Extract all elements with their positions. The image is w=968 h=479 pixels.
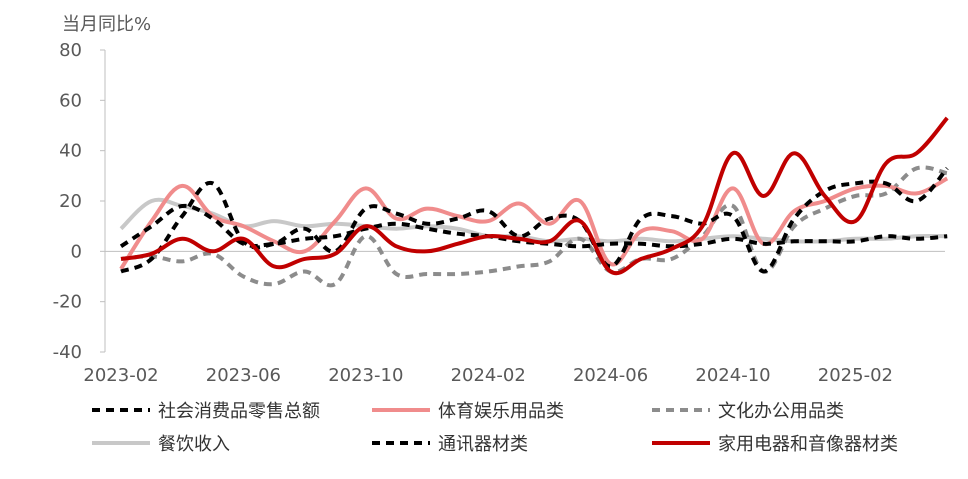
series-line-2	[120, 165, 948, 288]
legend-label-5: 家用电器和音像器材类	[718, 434, 898, 455]
y-axis-label: 当月同比%	[62, 14, 151, 35]
x-tick-label: 2025-02	[818, 365, 893, 386]
y-tick-label: 60	[59, 90, 82, 111]
y-tick-label: 0	[71, 241, 82, 262]
x-tick-label: 2023-10	[328, 365, 403, 386]
y-tick-label: -40	[53, 342, 82, 363]
x-tick-label: 2024-06	[573, 365, 648, 386]
y-tick-label: 40	[59, 141, 82, 162]
legend-label-1: 体育娱乐用品类	[438, 401, 564, 422]
series-line-4	[120, 166, 949, 274]
x-tick-label: 2023-02	[83, 365, 158, 386]
y-axis: -40 -20 0 20 40 60 80	[53, 40, 106, 363]
x-tick-label: 2024-10	[695, 365, 770, 386]
x-tick-label: 2023-06	[206, 365, 281, 386]
legend-label-0: 社会消费品零售总额	[158, 401, 320, 422]
y-tick-label: -20	[53, 292, 82, 313]
legend-label-4: 通讯器材类	[438, 434, 528, 455]
x-tick-label: 2024-02	[451, 365, 526, 386]
plot-series	[119, 116, 949, 288]
y-tick-label: 80	[59, 40, 82, 61]
series-line-3	[119, 197, 948, 244]
x-axis: 2023-02 2023-06 2023-10 2024-02 2024-06 2024-…	[83, 250, 945, 386]
legend-label-3: 餐饮收入	[158, 434, 230, 455]
legend-label-2: 文化办公用品类	[718, 401, 844, 422]
series-line-5	[120, 116, 949, 276]
y-tick-label: 20	[59, 191, 82, 212]
